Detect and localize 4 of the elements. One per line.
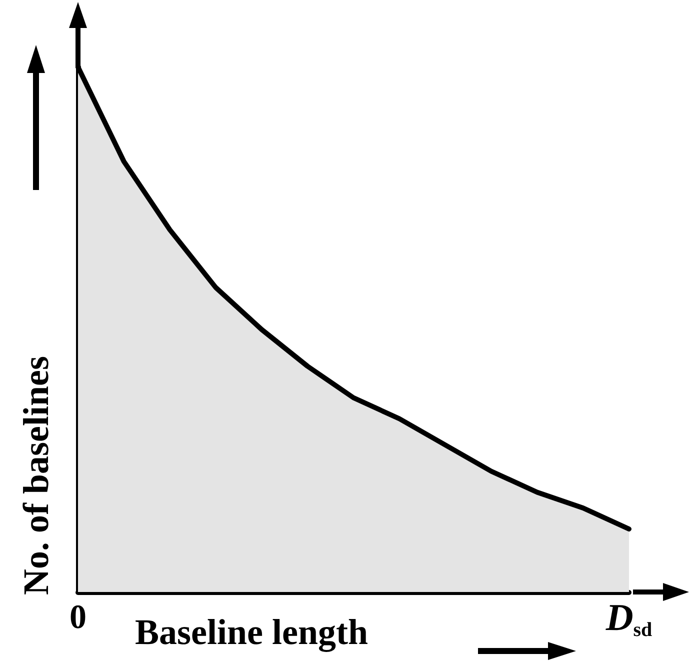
y-axis-title: No. of baselines: [16, 356, 56, 595]
x-tick-label: D$_{sd}$: [604, 597, 654, 643]
x-axis-title: Baseline length: [135, 612, 368, 652]
x-tick-label: 0: [68, 598, 88, 638]
